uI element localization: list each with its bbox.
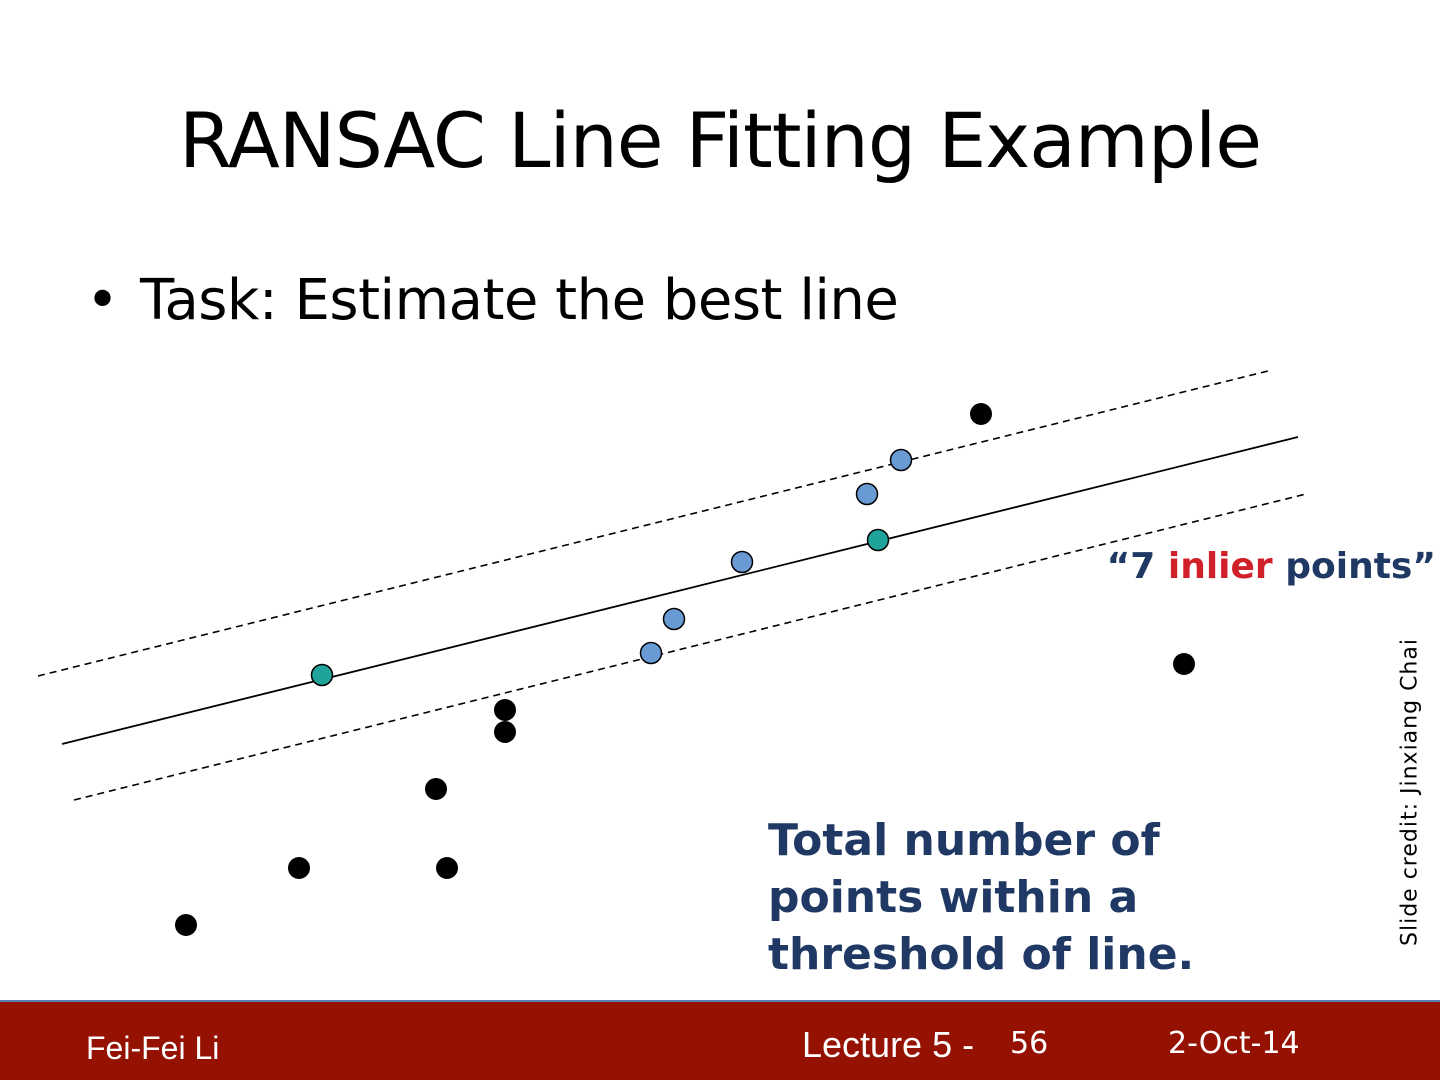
ransac-diagram bbox=[37, 369, 1307, 936]
outlier-point-3 bbox=[436, 857, 458, 879]
bullet-dot-icon: • bbox=[86, 268, 119, 333]
slide-credit: Slide credit: Jinxiang Chai bbox=[1397, 638, 1423, 946]
inlier-count-label: “7 inlier points” bbox=[1107, 546, 1436, 587]
inlier-label-prefix: “7 bbox=[1106, 546, 1168, 587]
sample-point-1 bbox=[310, 663, 334, 687]
footer-page-number: 56 bbox=[1010, 1026, 1049, 1061]
sample-point-2 bbox=[866, 528, 890, 552]
outlier-point-5 bbox=[494, 699, 516, 721]
slide-title: RANSAC Line Fitting Example bbox=[179, 96, 1262, 185]
inlier-label-highlight: inlier bbox=[1167, 546, 1273, 587]
inlier-point-1 bbox=[639, 641, 663, 665]
threshold-line-lower bbox=[73, 493, 1307, 801]
footer-lecture: Lecture 5 - bbox=[802, 1024, 975, 1065]
outlier-point-8 bbox=[1173, 653, 1195, 675]
footer-date: 2-Oct-14 bbox=[1168, 1026, 1300, 1061]
footer-bar: Fei-Fei Li Lecture 5 - 56 2-Oct-14 bbox=[0, 1000, 1440, 1080]
outlier-point-2 bbox=[288, 857, 310, 879]
task-text: Task: Estimate the best line bbox=[140, 268, 899, 333]
inlier-point-2 bbox=[662, 607, 686, 631]
outlier-point-1 bbox=[175, 914, 197, 936]
inlier-point-5 bbox=[889, 448, 913, 472]
inlier-label-suffix: points” bbox=[1272, 546, 1436, 587]
footer-author: Fei-Fei Li bbox=[86, 1030, 220, 1066]
point-layer bbox=[175, 403, 1195, 936]
explanation-text: Total number of points within a threshol… bbox=[768, 815, 1195, 980]
inlier-point-3 bbox=[730, 550, 754, 574]
threshold-line-upper bbox=[37, 369, 1273, 677]
outlier-point-7 bbox=[970, 403, 992, 425]
inlier-point-4 bbox=[855, 482, 879, 506]
outlier-point-6 bbox=[494, 721, 516, 743]
outlier-point-4 bbox=[425, 778, 447, 800]
fitted-line bbox=[61, 436, 1299, 745]
task-bullet: • Task: Estimate the best line bbox=[86, 268, 899, 333]
